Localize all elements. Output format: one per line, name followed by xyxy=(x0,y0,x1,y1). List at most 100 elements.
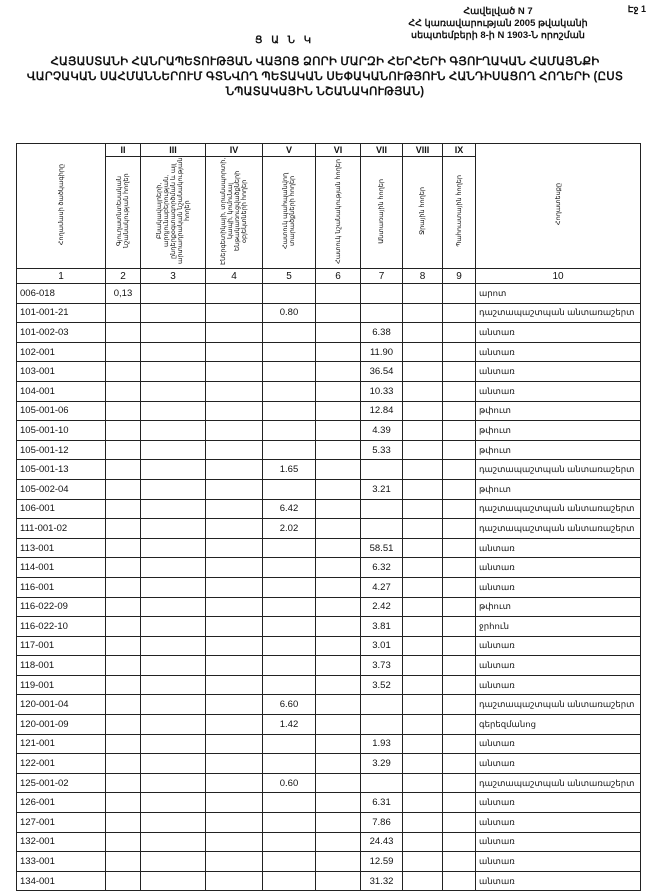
cell-code: 101-001-21 xyxy=(16,302,106,324)
cell-agricultural xyxy=(105,733,141,755)
cell-code: 105-002-04 xyxy=(16,478,106,500)
cell-reserve xyxy=(442,380,476,402)
cell-protected xyxy=(262,674,316,696)
cell-protected xyxy=(262,635,316,657)
cell-land-type: թփուտ xyxy=(475,400,641,422)
cell-special xyxy=(315,341,361,363)
cell-protected xyxy=(262,576,316,598)
cell-forest: 2.42 xyxy=(360,596,403,618)
cell-protected xyxy=(262,537,316,559)
cell-code: 103-001 xyxy=(16,361,106,382)
cell-land-type: անտառ xyxy=(475,655,641,676)
cell-water xyxy=(402,831,443,853)
cell-reserve xyxy=(442,635,476,657)
cell-special xyxy=(315,537,361,559)
cell-agricultural xyxy=(105,576,141,598)
cell-land-type: թփուտ xyxy=(475,478,641,500)
cell-infrastructure xyxy=(205,772,263,794)
cell-settlement xyxy=(140,733,206,755)
cell-reserve xyxy=(442,478,476,500)
cell-agricultural xyxy=(105,851,141,872)
cell-water xyxy=(402,733,443,755)
cell-agricultural xyxy=(105,439,141,461)
cell-settlement xyxy=(140,478,206,500)
cell-infrastructure xyxy=(205,851,263,872)
cell-land-type: ջրհուն xyxy=(475,616,641,637)
cell-land-type: արոտ xyxy=(475,283,641,304)
cell-agricultural xyxy=(105,322,141,343)
cell-protected xyxy=(262,322,316,343)
table-row: 118-001 3.73 անտառ xyxy=(16,655,641,676)
cell-code: 120-001-09 xyxy=(16,714,106,735)
cell-special xyxy=(315,596,361,618)
cell-infrastructure xyxy=(205,674,263,696)
cell-agricultural xyxy=(105,772,141,794)
cell-code: 102-001 xyxy=(16,341,106,363)
column-header: Ջրային հողեր xyxy=(402,156,443,269)
cell-agricultural xyxy=(105,694,141,716)
cell-land-type: անտառ xyxy=(475,380,641,402)
cell-land-type: անտառ xyxy=(475,812,641,833)
cell-protected xyxy=(262,361,316,382)
cell-reserve xyxy=(442,596,476,618)
cell-reserve xyxy=(442,655,476,676)
cell-reserve xyxy=(442,674,476,696)
cell-infrastructure xyxy=(205,812,263,833)
cell-protected: 6.60 xyxy=(262,694,316,716)
cell-infrastructure xyxy=(205,420,263,441)
cell-special xyxy=(315,361,361,382)
cell-infrastructure xyxy=(205,459,263,480)
cell-agricultural xyxy=(105,674,141,696)
cell-forest: 12.84 xyxy=(360,400,403,422)
cell-water xyxy=(402,439,443,461)
cell-special xyxy=(315,498,361,520)
cell-forest: 6.32 xyxy=(360,557,403,578)
cell-water xyxy=(402,478,443,500)
list-label: Ց Ա Ն Կ xyxy=(255,35,315,46)
cell-code: 116-022-10 xyxy=(16,616,106,637)
table-row: 116-001 4.27 անտառ xyxy=(16,576,641,598)
cell-infrastructure xyxy=(205,478,263,500)
cell-reserve xyxy=(442,557,476,578)
cell-agricultural xyxy=(105,557,141,578)
cell-water xyxy=(402,498,443,520)
cell-reserve xyxy=(442,322,476,343)
cell-land-type: անտառ xyxy=(475,753,641,774)
cell-protected: 1.42 xyxy=(262,714,316,735)
cell-forest: 58.51 xyxy=(360,537,403,559)
column-header: Պահուստային հողեր xyxy=(442,156,476,269)
land-table: Հողամասի ծածկագիրը II III IV V VI VII VIII IX Հող… xyxy=(16,143,641,891)
column-number: 4 xyxy=(205,268,263,284)
cell-settlement xyxy=(140,361,206,382)
cell-forest xyxy=(360,498,403,520)
cell-agricultural xyxy=(105,361,141,382)
table-row: 114-001 6.32 անտառ xyxy=(16,557,641,578)
cell-reserve xyxy=(442,576,476,598)
cell-settlement xyxy=(140,518,206,539)
cell-protected xyxy=(262,655,316,676)
cell-code: 105-001-10 xyxy=(16,420,106,441)
cell-forest: 4.27 xyxy=(360,576,403,598)
cell-reserve xyxy=(442,537,476,559)
cell-water xyxy=(402,772,443,794)
cell-infrastructure xyxy=(205,302,263,324)
column-header: Հատուկ նշանակության հողեր xyxy=(315,156,361,269)
cell-forest xyxy=(360,694,403,716)
cell-settlement xyxy=(140,714,206,735)
cell-land-type: գերեզմանոց xyxy=(475,714,641,735)
cell-agricultural xyxy=(105,537,141,559)
cell-reserve xyxy=(442,714,476,735)
cell-forest: 10.33 xyxy=(360,380,403,402)
cell-water xyxy=(402,870,443,891)
cell-land-type: անտառ xyxy=(475,851,641,872)
table-row: 102-001 11.90 անտառ xyxy=(16,341,641,363)
cell-special xyxy=(315,478,361,500)
header-row: Գյուղատնտեսական նշանակության հողեր Բնակավ… xyxy=(17,156,641,269)
cell-forest: 3.01 xyxy=(360,635,403,657)
table-row: 122-001 3.29 անտառ xyxy=(16,753,641,774)
table-row: 006-018 0,13 արոտ xyxy=(16,283,641,304)
cell-water xyxy=(402,400,443,422)
cell-water xyxy=(402,576,443,598)
cell-special xyxy=(315,812,361,833)
cell-infrastructure xyxy=(205,557,263,578)
